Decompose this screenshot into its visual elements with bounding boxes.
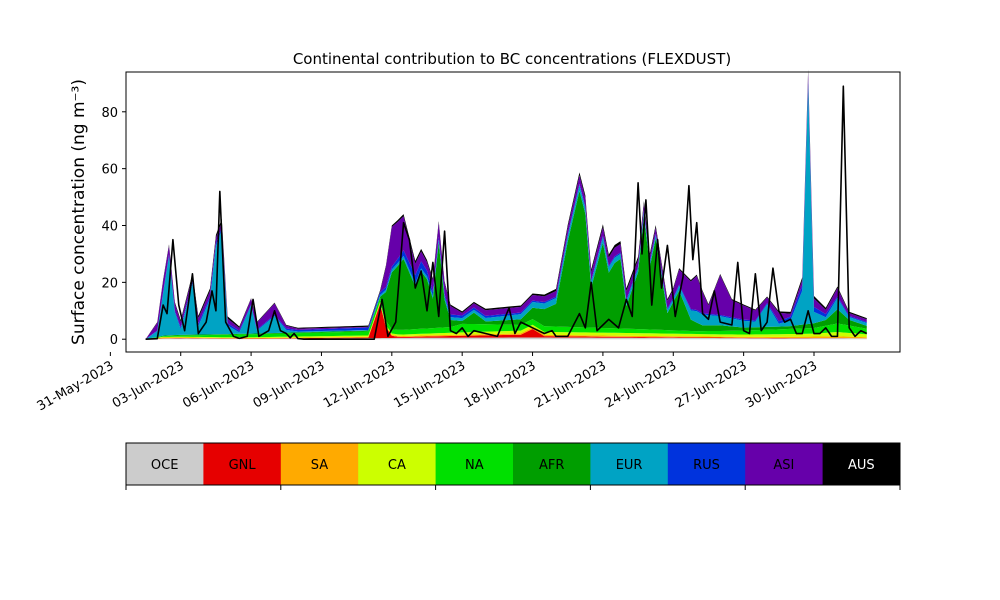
x-tick-label: 09-Jun-2023	[251, 358, 328, 411]
x-tick-label: 30-Jun-2023	[743, 358, 820, 411]
legend-label-oce: OCE	[151, 458, 179, 473]
legend-label-na: NA	[465, 458, 484, 473]
legend-label-eur: EUR	[616, 458, 643, 473]
x-tick-label: 27-Jun-2023	[673, 358, 750, 411]
area-eur	[145, 85, 867, 340]
legend-swatch-rus	[667, 443, 746, 485]
x-axis: 31-May-202303-Jun-202306-Jun-202309-Jun-…	[35, 352, 820, 414]
legend-label-ca: CA	[388, 458, 406, 473]
legend-swatch-aus	[822, 443, 901, 485]
legend-frame	[125, 442, 901, 486]
area-ca	[145, 301, 867, 340]
x-tick-label: 12-Jun-2023	[321, 358, 398, 411]
legend-swatch-eur	[590, 443, 669, 485]
area-na	[145, 297, 867, 340]
legend-swatch-afr	[513, 443, 591, 485]
x-tick-label: 03-Jun-2023	[110, 358, 187, 411]
x-tick-label: 06-Jun-2023	[180, 358, 257, 411]
legend-label-gnl: GNL	[229, 458, 257, 473]
legend-label-asi: ASI	[773, 458, 794, 473]
y-tick-label: 40	[101, 220, 118, 235]
legend-label-rus: RUS	[693, 458, 720, 473]
y-tick-label: 60	[101, 163, 118, 178]
x-tick-label: 24-Jun-2023	[602, 358, 679, 411]
legend-label-sa: SA	[311, 458, 328, 473]
legend-swatch-ca	[358, 443, 437, 485]
x-tick-label: 18-Jun-2023	[462, 358, 539, 411]
legend-swatch-na	[435, 443, 514, 485]
x-tick-label: 15-Jun-2023	[391, 358, 468, 411]
plot-area	[125, 69, 901, 353]
y-axis-label: Surface concentration (ng m⁻³)	[69, 79, 89, 345]
y-tick-label: 0	[110, 333, 118, 348]
legend-label-afr: AFR	[539, 458, 564, 473]
legend-label-aus: AUS	[848, 458, 875, 473]
legend-swatch-gnl	[203, 443, 282, 485]
y-axis: 0 20 40 60 80	[101, 106, 126, 348]
legend-swatch-sa	[280, 443, 359, 485]
legend-swatch-asi	[745, 443, 824, 485]
x-tick-label: 21-Jun-2023	[532, 358, 609, 411]
chart-title: Continental contribution to BC concentra…	[293, 50, 731, 68]
legend-swatch-oce	[126, 443, 204, 485]
total-outline	[145, 85, 868, 341]
y-tick-label: 80	[101, 106, 118, 121]
plot-frame	[125, 71, 901, 353]
x-tick-label: 31-May-2023	[35, 358, 117, 414]
legend-colorbar: OCE GNL SA CA NA AFR EUR RUS ASI AUS	[125, 442, 901, 490]
y-tick-label: 20	[101, 276, 118, 291]
